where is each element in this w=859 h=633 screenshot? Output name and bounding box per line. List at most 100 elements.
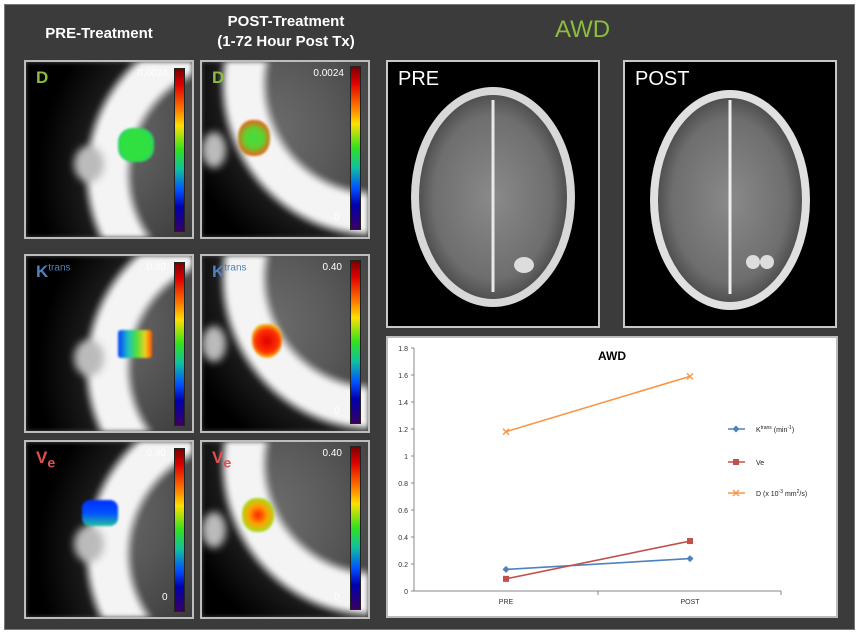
parameter-symbol: D — [212, 68, 225, 87]
legend-entry: D (x 10-3 mm2/s) — [756, 489, 807, 498]
map-panel-ktrans-pre: Ktrans 0.40 — [24, 254, 194, 433]
map-panel-ktrans-post: Ktrans 0.40 0 — [200, 254, 370, 433]
y-tick-label: 1.2 — [398, 427, 408, 434]
bright-spot — [74, 340, 104, 376]
parameter-label: Ve — [212, 448, 231, 471]
line-chart: 0 0.2 0.4 0.6 0.8 1 1.2 1.4 1.6 1.8 PRE POST AWD Ktra… — [386, 336, 838, 618]
colorbar-max: 0.0024 — [137, 68, 168, 79]
y-tick-label: 1.8 — [398, 346, 408, 353]
parameter-symbol: K — [36, 262, 49, 281]
parameter-symbol: V — [36, 448, 48, 467]
legend-name-suffix: mm — [783, 491, 797, 498]
legend-name-suffix-sup: -1 — [787, 425, 792, 431]
colorbar-min: 0 — [334, 212, 340, 223]
mri-post: POST — [623, 60, 837, 328]
parameter-label: D — [36, 68, 48, 91]
colorbar — [350, 260, 361, 424]
post-treatment-title: POST-Treatment — [227, 13, 345, 30]
y-tick-label: 1.6 — [398, 373, 408, 380]
data-point — [686, 555, 694, 563]
lesion-overlay — [238, 120, 270, 156]
skull-edge — [202, 442, 368, 617]
y-tick-label: 0 — [404, 589, 408, 596]
skull-edge — [202, 256, 368, 431]
legend-name: D (x 10 — [756, 491, 779, 498]
map-panel-ve-pre: Ve 0.40 0 — [24, 440, 194, 619]
y-tick-label: 0.4 — [398, 535, 408, 542]
x-tick-label: POST — [680, 599, 700, 606]
bright-spot — [202, 326, 226, 362]
bright-spot — [202, 512, 226, 548]
mri-pre: PRE — [386, 60, 600, 328]
parameter-subscript: e — [47, 455, 56, 472]
y-tick-label: 0.6 — [398, 508, 408, 515]
colorbar-max: 0.40 — [322, 262, 342, 273]
skull-edge — [26, 256, 192, 431]
colorbar — [174, 262, 185, 426]
parameter-label: Ve — [36, 448, 55, 471]
map-panel-d-pre: D 0.0024 — [24, 60, 194, 239]
legend-marker — [732, 425, 740, 433]
lesion-overlay — [242, 498, 274, 532]
map-panel-d-post: D 0.0024 0 — [200, 60, 370, 239]
lesion-overlay — [252, 324, 282, 358]
data-point — [503, 575, 509, 582]
y-tick-label: 1.4 — [398, 400, 408, 407]
chart-title: AWD — [598, 349, 626, 363]
colorbar-max: 0.40 — [146, 262, 166, 273]
parameter-label: Ktrans — [36, 262, 71, 285]
mri-pre-label: PRE — [398, 68, 440, 90]
legend-name-suffix-sup: 2 — [797, 489, 800, 495]
post-treatment-header: POST-Treatment (1-72 Hour Post Tx) — [196, 12, 376, 52]
series-line-0 — [505, 557, 691, 571]
y-tick-label: 1 — [404, 454, 408, 461]
pre-treatment-header: PRE-Treatment — [45, 25, 153, 42]
skull-edge — [202, 62, 368, 237]
mri-post-label: POST — [635, 68, 690, 90]
colorbar — [174, 448, 185, 612]
parameter-label: Ktrans — [212, 262, 247, 285]
parameter-subscript: e — [223, 455, 232, 472]
colorbar-max: 0.40 — [146, 448, 166, 459]
bright-spot — [74, 146, 104, 182]
lesion-overlay — [118, 330, 152, 358]
data-point — [686, 372, 694, 380]
group-title: AWD — [555, 16, 611, 43]
colorbar-min: 0 — [334, 592, 340, 603]
brain-scan-pre — [411, 87, 575, 307]
legend-name: K — [756, 427, 761, 434]
legend-marker — [733, 459, 739, 465]
legend-name-sup: -3 — [779, 489, 784, 495]
map-panel-ve-post: Ve 0.40 0 — [200, 440, 370, 619]
lesion-overlay — [118, 128, 154, 162]
y-tick-label: 0.8 — [398, 481, 408, 488]
series-line-2 — [505, 375, 691, 433]
skull-edge — [26, 62, 192, 237]
parameter-label: D — [212, 68, 224, 91]
skull-edge — [26, 442, 192, 617]
parameter-symbol: K — [212, 262, 225, 281]
legend-name: Ve — [756, 460, 764, 467]
legend-name-sup: trans — [761, 425, 773, 431]
parameter-symbol: D — [36, 68, 49, 87]
parameter-superscript: trans — [48, 262, 71, 274]
parameter-symbol: V — [212, 448, 224, 467]
legend-entry: Ktrans (min-1) — [756, 425, 794, 434]
y-tick-label: 0.2 — [398, 562, 408, 569]
series-line-1 — [505, 540, 691, 580]
data-point — [502, 565, 510, 573]
colorbar-min: 0 — [334, 406, 340, 417]
colorbar-min: 0 — [162, 592, 168, 603]
parameter-superscript: trans — [224, 262, 247, 274]
legend-name-suffix: (min — [772, 427, 788, 434]
colorbar — [350, 66, 361, 230]
data-point — [502, 428, 510, 436]
legend-entry: Ve — [756, 460, 764, 467]
chart-svg: 0 0.2 0.4 0.6 0.8 1 1.2 1.4 1.6 1.8 PRE POST AWD Ktra… — [398, 346, 807, 606]
post-treatment-subtitle: (1-72 Hour Post Tx) — [217, 33, 355, 50]
legend-marker — [732, 489, 740, 497]
colorbar — [174, 68, 185, 232]
bright-spot — [202, 132, 226, 168]
legend-name-end: ) — [792, 427, 794, 434]
data-point — [687, 538, 693, 545]
